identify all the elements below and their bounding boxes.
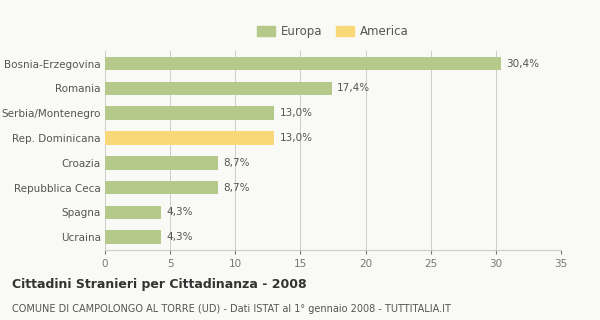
Legend: Europa, America: Europa, America — [254, 21, 412, 42]
Text: Cittadini Stranieri per Cittadinanza - 2008: Cittadini Stranieri per Cittadinanza - 2… — [12, 278, 307, 292]
Bar — [105, 82, 332, 95]
Text: 8,7%: 8,7% — [224, 183, 250, 193]
Text: 30,4%: 30,4% — [506, 59, 539, 68]
Text: 8,7%: 8,7% — [224, 158, 250, 168]
Text: 4,3%: 4,3% — [166, 207, 193, 217]
Bar — [105, 106, 274, 120]
Bar — [105, 156, 218, 170]
Bar — [105, 57, 501, 70]
Bar — [105, 181, 218, 195]
Bar — [105, 131, 274, 145]
Text: COMUNE DI CAMPOLONGO AL TORRE (UD) - Dati ISTAT al 1° gennaio 2008 - TUTTITALIA.: COMUNE DI CAMPOLONGO AL TORRE (UD) - Dat… — [12, 304, 451, 314]
Text: 4,3%: 4,3% — [166, 232, 193, 242]
Text: 17,4%: 17,4% — [337, 84, 370, 93]
Text: 13,0%: 13,0% — [280, 133, 313, 143]
Bar — [105, 205, 161, 219]
Bar — [105, 230, 161, 244]
Text: 13,0%: 13,0% — [280, 108, 313, 118]
